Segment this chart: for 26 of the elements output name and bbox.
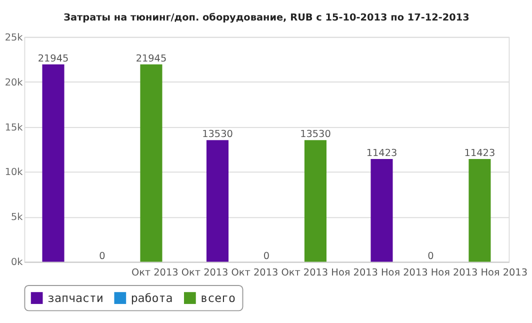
y-tick-label: 15k [4,122,24,134]
chart-title: Затраты на тюнинг/доп. оборудование, RUB с 15-10-2013 по 17-12-2013 [64,12,470,24]
y-tick-label: 25k [4,32,24,44]
data-label: 11423 [464,148,496,160]
bar [468,159,491,262]
y-tick-label: 20k [4,77,24,88]
data-label: 13530 [202,129,233,140]
data-label: 0 [263,250,270,262]
y-tick-label: 0k [10,257,24,268]
y-tick-label: 10k [4,167,24,178]
data-label: 13530 [300,129,331,140]
bar [206,140,229,262]
bar [370,159,393,262]
bar [304,140,326,262]
data-label: 21945 [38,54,69,64]
data-label: 0 [99,250,106,262]
bar [140,64,162,262]
data-label: 11423 [366,148,398,160]
data-label: 0 [428,250,434,262]
legend-label: запчасти [47,290,104,305]
bar [42,64,64,262]
legend-label: всего [200,290,236,305]
data-label: 21945 [136,54,167,64]
text: Окт 2013 Окт 2013 Окт 2013 Окт 2013 Ноя 2013 Ноя 2013 Ноя 2013 Ноя 2013 [131,267,528,278]
y-tick-label: 5k [10,212,24,224]
legend-label: работа [130,290,173,305]
